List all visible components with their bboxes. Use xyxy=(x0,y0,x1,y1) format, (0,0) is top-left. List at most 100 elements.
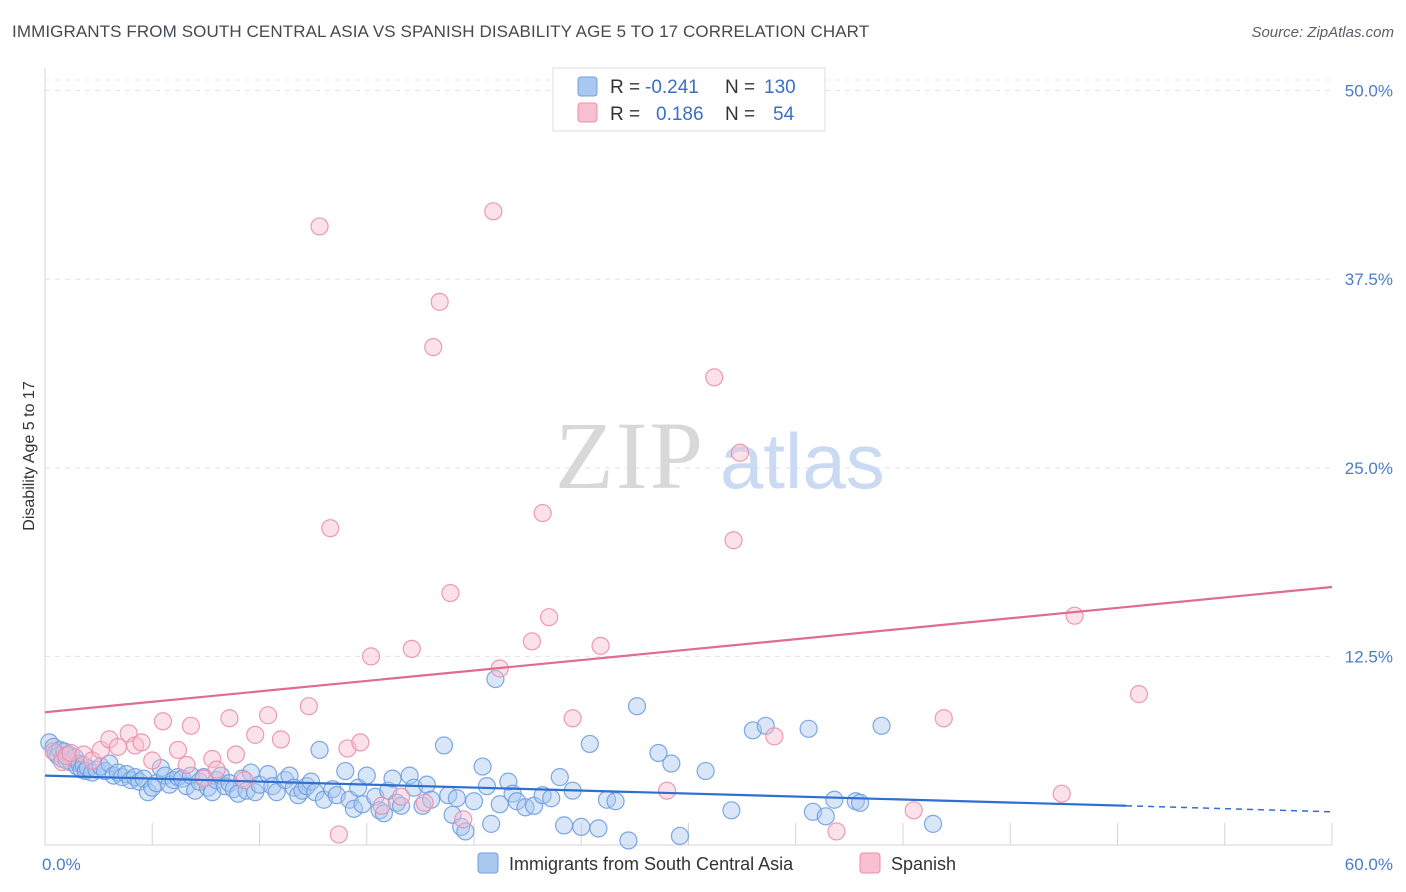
data-point xyxy=(484,202,503,221)
data-point xyxy=(280,766,299,785)
data-point xyxy=(301,772,321,791)
legend-r-value-blue: -0.241 xyxy=(645,77,699,98)
data-point xyxy=(400,766,419,785)
legend-r-label: R = xyxy=(610,77,640,98)
data-point xyxy=(724,531,743,550)
data-point xyxy=(299,697,318,716)
data-point xyxy=(310,217,329,236)
data-point xyxy=(246,725,265,744)
legend-r-value-pink: 0.186 xyxy=(656,104,704,125)
data-point xyxy=(143,751,162,770)
data-point xyxy=(391,787,411,806)
legend-swatch-pink xyxy=(577,102,598,123)
y-tick-label: 25.0% xyxy=(1345,459,1393,478)
legend: R = -0.241 N = 130 R = 0.186 N = 54 xyxy=(552,67,826,132)
data-point xyxy=(572,817,591,836)
data-point xyxy=(705,368,724,387)
data-point xyxy=(542,789,561,808)
data-point xyxy=(539,608,559,627)
grid-lines xyxy=(45,79,1332,657)
data-point xyxy=(417,775,436,794)
bottom-legend: Immigrants from South Central Asia Spani… xyxy=(477,852,956,874)
watermark-atlas: atlas xyxy=(720,417,885,505)
data-point xyxy=(722,801,741,820)
watermark-zip: ZIP xyxy=(555,402,705,509)
series-0-points xyxy=(40,669,943,850)
data-point xyxy=(533,503,552,523)
data-point xyxy=(1065,606,1084,625)
bottom-legend-label-pink: Spanish xyxy=(891,854,956,874)
data-point xyxy=(934,709,953,728)
bottom-legend-label-blue: Immigrants from South Central Asia xyxy=(509,854,794,874)
y-axis-label: Disability Age 5 to 17 xyxy=(21,381,38,531)
data-point xyxy=(177,755,196,775)
x-tick-marks xyxy=(44,823,1333,845)
data-point xyxy=(258,706,278,725)
y-tick-label: 12.5% xyxy=(1345,647,1393,666)
data-point xyxy=(490,795,509,814)
y-tick-label: 50.0% xyxy=(1345,82,1393,101)
legend-n-value-pink: 54 xyxy=(773,104,795,125)
data-point xyxy=(454,810,473,829)
data-point xyxy=(850,793,870,812)
data-point xyxy=(606,792,625,811)
data-point xyxy=(1052,784,1071,803)
data-point xyxy=(424,338,443,357)
data-point xyxy=(132,733,151,752)
trend-lines xyxy=(44,585,1333,813)
data-point xyxy=(662,754,681,773)
data-point xyxy=(447,789,466,808)
data-point xyxy=(194,769,213,788)
data-point xyxy=(923,814,943,833)
data-point xyxy=(1129,685,1149,704)
legend-box xyxy=(552,67,826,132)
data-point xyxy=(765,727,784,746)
x-tick-label: 60.0% xyxy=(1345,855,1393,874)
data-point xyxy=(825,790,844,809)
data-point xyxy=(477,777,496,796)
data-point xyxy=(153,712,173,731)
data-point xyxy=(904,801,923,820)
data-point xyxy=(730,443,750,462)
data-point xyxy=(550,768,569,787)
x-tick-label: 0.0% xyxy=(42,855,81,874)
data-point xyxy=(383,769,402,788)
data-point xyxy=(696,761,715,781)
data-point xyxy=(563,709,582,728)
y-tick-labels: 12.5% 25.0% 37.5% 50.0% xyxy=(1345,82,1393,667)
data-point xyxy=(872,716,891,735)
data-point xyxy=(226,745,246,764)
chart-source: Source: ZipAtlas.com xyxy=(1251,24,1394,41)
y-tick-label: 37.5% xyxy=(1345,270,1393,289)
data-point xyxy=(310,740,329,760)
data-point xyxy=(321,519,340,538)
bottom-legend-swatch-pink xyxy=(859,852,881,874)
data-point xyxy=(434,736,454,755)
data-point xyxy=(430,292,449,311)
data-point xyxy=(486,669,505,689)
data-point xyxy=(591,636,610,655)
bottom-legend-swatch-blue xyxy=(477,852,499,874)
data-point xyxy=(372,796,391,815)
legend-n-label: N = xyxy=(725,77,755,98)
data-point xyxy=(554,816,574,835)
data-point xyxy=(374,804,394,823)
data-point xyxy=(357,766,376,785)
x-tick-labels: 0.0% 60.0% xyxy=(42,855,1393,874)
data-point xyxy=(361,647,381,666)
data-point xyxy=(799,719,818,738)
legend-n-value-blue: 130 xyxy=(764,77,796,98)
data-point xyxy=(619,831,638,850)
data-point xyxy=(207,760,226,779)
data-point xyxy=(336,761,355,781)
data-point xyxy=(344,799,363,818)
data-point xyxy=(415,793,434,812)
data-point xyxy=(499,772,518,791)
data-point xyxy=(627,697,647,716)
series-1-points xyxy=(44,202,1149,844)
legend-r-label: R = xyxy=(610,104,640,125)
data-point xyxy=(181,716,200,735)
data-point xyxy=(203,749,222,769)
chart-title: IMMIGRANTS FROM SOUTH CENTRAL ASIA VS SP… xyxy=(12,22,870,41)
legend-swatch-blue xyxy=(577,76,598,97)
